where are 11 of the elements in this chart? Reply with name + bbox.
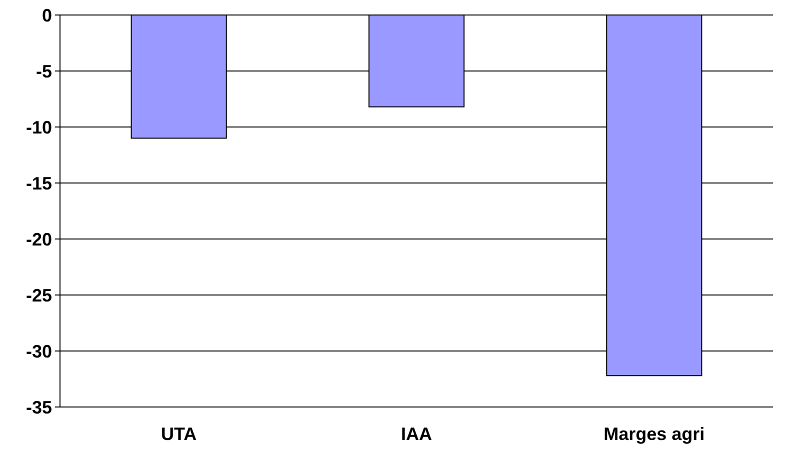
- y-tick-label: -20: [26, 229, 52, 250]
- x-tick-label: IAA: [401, 424, 432, 444]
- y-tick-label: -25: [26, 285, 52, 306]
- y-tick-label: -15: [26, 173, 52, 194]
- y-tick-label: -35: [26, 397, 52, 418]
- x-tick-label: Marges agri: [604, 424, 705, 444]
- y-tick-label: -30: [26, 341, 52, 362]
- x-tick-label: UTA: [160, 424, 197, 444]
- y-tick-label: -10: [26, 117, 52, 138]
- y-tick-label: 0: [42, 5, 52, 26]
- y-tick-label: -5: [36, 61, 52, 82]
